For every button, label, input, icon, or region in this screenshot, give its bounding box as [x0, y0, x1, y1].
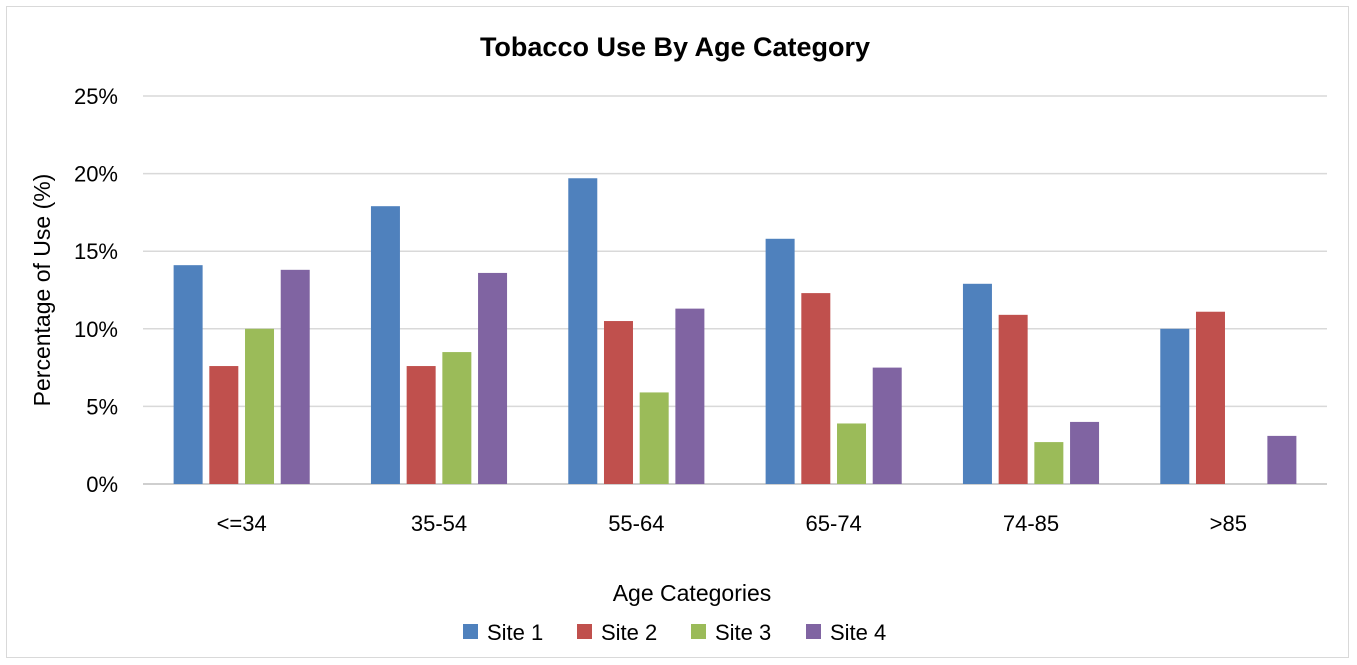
bar-site-4-1	[280, 269, 310, 484]
y-tick-label: 0%	[86, 472, 118, 497]
legend-label: Site 4	[830, 620, 886, 645]
bar-site-2-4	[801, 293, 831, 484]
legend-label: Site 2	[601, 620, 657, 645]
bar-site-1-3	[568, 178, 598, 485]
bar-site-4-2	[478, 272, 508, 484]
bar-site-4-5	[1070, 421, 1100, 484]
bar-site-3-5	[1034, 442, 1064, 484]
x-tick-label: 35-54	[411, 511, 467, 536]
bar-site-1-5	[962, 283, 992, 484]
legend: Site 1 Site 2 Site 3 Site 4	[463, 620, 886, 645]
y-tick-label: 10%	[74, 317, 118, 342]
legend-label: Site 3	[715, 620, 771, 645]
x-axis-ticks: <=34 35-54 55-64 65-74 74-85 >85	[217, 511, 1247, 536]
bar-site-4-6	[1267, 435, 1297, 484]
bar-site-2-1	[209, 366, 239, 484]
bar-site-1-2	[370, 206, 400, 484]
x-tick-label: 55-64	[608, 511, 664, 536]
chart-title: Tobacco Use By Age Category	[480, 32, 870, 62]
y-tick-label: 5%	[86, 394, 118, 419]
bar-site-4-3	[675, 308, 705, 484]
x-tick-label: 74-85	[1003, 511, 1059, 536]
bar-site-2-3	[603, 321, 633, 484]
legend-swatch	[463, 624, 478, 639]
bar-site-3-3	[639, 392, 669, 484]
bars	[173, 178, 1297, 485]
bar-site-1-4	[765, 238, 795, 484]
legend-swatch	[806, 624, 821, 639]
legend-swatch	[577, 624, 592, 639]
y-tick-label: 15%	[74, 239, 118, 264]
x-tick-label: 65-74	[806, 511, 862, 536]
bar-site-1-6	[1160, 328, 1190, 484]
y-axis-ticks: 0% 5% 10% 15% 20% 25%	[74, 84, 118, 497]
x-tick-label: <=34	[217, 511, 267, 536]
x-tick-label: >85	[1210, 511, 1247, 536]
y-tick-label: 25%	[74, 84, 118, 109]
bar-site-1-1	[173, 265, 203, 484]
x-axis-title: Age Categories	[613, 580, 772, 606]
y-axis-title: Percentage of Use (%)	[29, 174, 55, 407]
bar-site-4-4	[872, 367, 902, 484]
gridlines	[143, 95, 1327, 485]
bar-site-3-1	[245, 328, 275, 484]
bar-site-3-4	[837, 423, 867, 484]
y-tick-label: 20%	[74, 162, 118, 187]
bar-site-2-6	[1195, 311, 1225, 484]
bar-site-3-2	[442, 352, 472, 484]
bar-site-2-2	[406, 366, 436, 484]
legend-label: Site 1	[487, 620, 543, 645]
bar-site-2-5	[998, 314, 1028, 484]
legend-swatch	[691, 624, 706, 639]
